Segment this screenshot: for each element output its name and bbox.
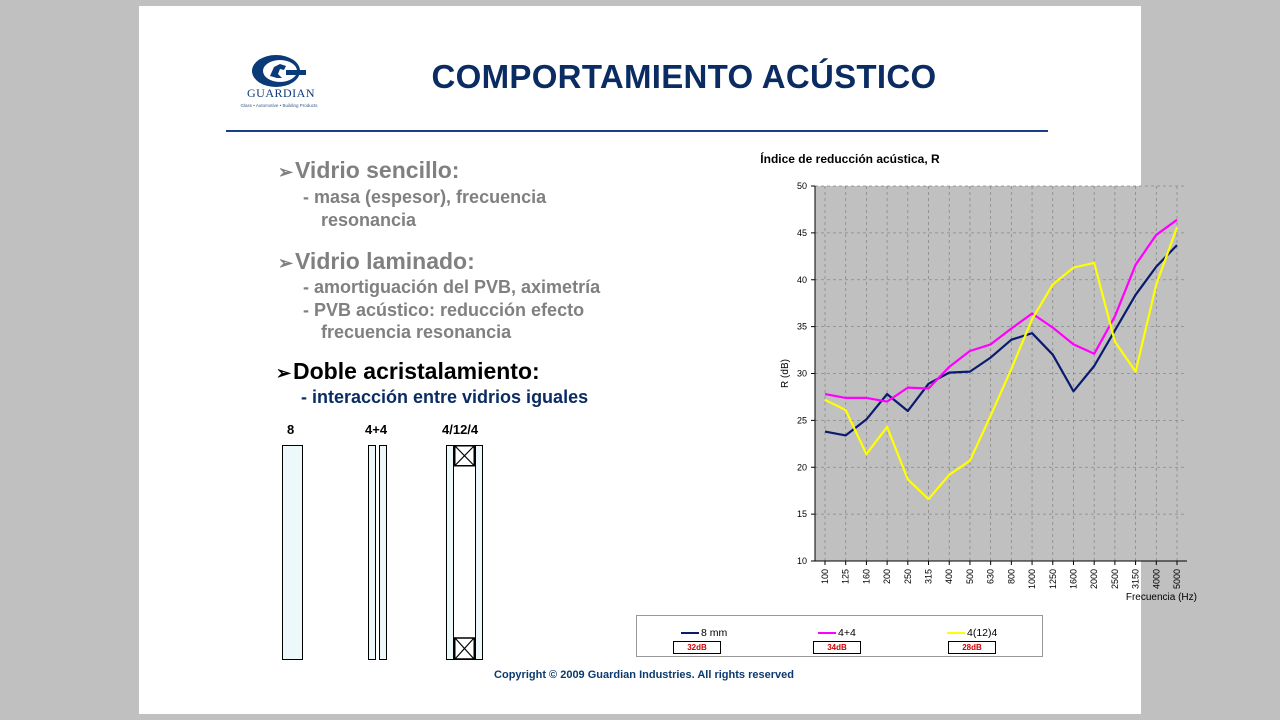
y-tick-label: 30 bbox=[797, 369, 807, 379]
arrow-bullet-icon: ➢ bbox=[276, 363, 292, 383]
glass-label-8: 8 bbox=[287, 422, 295, 437]
y-tick-label: 35 bbox=[797, 322, 807, 332]
rating-badge-4-4: 34dB bbox=[813, 641, 861, 654]
legend-swatch bbox=[681, 632, 699, 635]
legend-swatch bbox=[818, 632, 836, 635]
x-axis-label: Frecuencia (Hz) bbox=[1126, 592, 1197, 603]
pvb-interlayer bbox=[376, 445, 379, 660]
x-tick-label: 2000 bbox=[1089, 569, 1099, 589]
x-tick-label: 3150 bbox=[1131, 569, 1141, 589]
bullet-line: - masa (espesor), frecuencia bbox=[303, 187, 547, 207]
bullet-line: - amortiguación del PVB, aximetría bbox=[303, 277, 601, 297]
bullet-line: - interacción entre vidrios iguales bbox=[301, 387, 589, 407]
bullet-heading-vidrio-sencillo: ➢Vidrio sencillo: bbox=[278, 157, 459, 184]
spacer-bottom-icon bbox=[454, 637, 475, 660]
x-tick-label: 250 bbox=[903, 569, 913, 584]
logo-wordmark: GUARDIAN bbox=[247, 86, 315, 100]
x-tick-label: 160 bbox=[861, 569, 871, 584]
page-title: COMPORTAMIENTO ACÚSTICO bbox=[431, 58, 937, 95]
x-tick-label: 315 bbox=[924, 569, 934, 584]
x-tick-label: 1250 bbox=[1048, 569, 1058, 589]
legend-item-4-12-4: 4(12)4 bbox=[947, 627, 997, 639]
glass-label-4-12-4: 4/12/4 bbox=[442, 422, 479, 437]
slide: GUARDIAN Glass • Automotive • Building P… bbox=[139, 6, 1197, 714]
glass-label-4-4: 4+4 bbox=[365, 422, 388, 437]
x-tick-label: 1600 bbox=[1068, 569, 1078, 589]
bullet-heading-vidrio-laminado: ➢Vidrio laminado: bbox=[278, 248, 475, 275]
guardian-logo: GUARDIAN Glass • Automotive • Building P… bbox=[234, 52, 324, 114]
legend-item-4-4: 4+4 bbox=[818, 627, 856, 639]
y-tick-label: 50 bbox=[797, 181, 807, 191]
x-tick-label: 1000 bbox=[1027, 569, 1037, 589]
series-line-2 bbox=[824, 218, 1178, 403]
legend-item-8mm: 8 mm bbox=[681, 627, 727, 639]
glass-pane-single bbox=[282, 445, 303, 660]
x-tick-label: 630 bbox=[986, 569, 996, 584]
rating-badge-4-12-4: 28dB bbox=[948, 641, 996, 654]
bullet-line: - PVB acústico: reducción efecto bbox=[303, 300, 585, 320]
bullet-heading-doble-acristalamiento: ➢Doble acristalamiento: bbox=[276, 358, 540, 385]
bullet-line: frecuencia resonancia bbox=[321, 322, 512, 342]
y-tick-label: 20 bbox=[797, 462, 807, 472]
x-tick-label: 5000 bbox=[1172, 569, 1182, 589]
chart-title: Índice de reducción acústica, R bbox=[760, 152, 940, 166]
arrow-bullet-icon: ➢ bbox=[278, 253, 294, 273]
glass-pane-dgu-right bbox=[475, 445, 483, 660]
y-tick-label: 45 bbox=[797, 228, 807, 238]
y-tick-label: 10 bbox=[797, 556, 807, 566]
spacer-top-icon bbox=[454, 445, 475, 467]
glass-pane-laminated-left bbox=[368, 445, 376, 660]
title-divider bbox=[226, 130, 1048, 132]
x-tick-label: 4000 bbox=[1151, 569, 1161, 589]
rating-badge-8mm: 32dB bbox=[673, 641, 721, 654]
copyright-text: Copyright © 2009 Guardian Industries. Al… bbox=[494, 669, 794, 681]
arrow-bullet-icon: ➢ bbox=[278, 162, 294, 182]
bullet-heading-text: Vidrio sencillo: bbox=[295, 157, 460, 183]
legend-label: 8 mm bbox=[701, 627, 728, 639]
x-tick-label: 500 bbox=[965, 569, 975, 584]
legend-label: 4(12)4 bbox=[967, 627, 998, 639]
x-tick-label: 100 bbox=[820, 569, 830, 584]
glass-pane-laminated-right bbox=[379, 445, 387, 660]
glass-pane-dgu-left bbox=[446, 445, 454, 660]
bullet-heading-text: Doble acristalamiento: bbox=[293, 358, 540, 384]
y-tick-label: 15 bbox=[797, 509, 807, 519]
series-line-1 bbox=[824, 244, 1178, 437]
chart-legend: 8 mm 4+4 4(12)4 32dB 34dB 28dB bbox=[636, 615, 1043, 657]
x-tick-label: 2500 bbox=[1110, 569, 1120, 589]
y-tick-label: 40 bbox=[797, 275, 807, 285]
x-tick-label: 400 bbox=[944, 569, 954, 584]
guardian-g-icon bbox=[252, 55, 306, 87]
bullet-heading-text: Vidrio laminado: bbox=[295, 248, 475, 274]
logo-tagline: Glass • Automotive • Building Products bbox=[240, 103, 318, 108]
spacer-icons bbox=[454, 445, 475, 660]
series-line-3 bbox=[824, 226, 1179, 501]
acoustic-reduction-chart: 10 15 20 25 30 35 40 45 50 100 125 160 200 250 315 400 5… bbox=[780, 181, 1197, 603]
x-tick-label: 125 bbox=[841, 569, 851, 584]
x-tick-label: 200 bbox=[882, 569, 892, 584]
legend-swatch bbox=[947, 632, 965, 635]
y-tick-label: 25 bbox=[797, 415, 807, 425]
x-tick-label: 800 bbox=[1006, 569, 1016, 584]
legend-label: 4+4 bbox=[838, 627, 856, 639]
y-axis-label: R (dB) bbox=[780, 359, 791, 388]
bullet-line: resonancia bbox=[321, 210, 417, 230]
